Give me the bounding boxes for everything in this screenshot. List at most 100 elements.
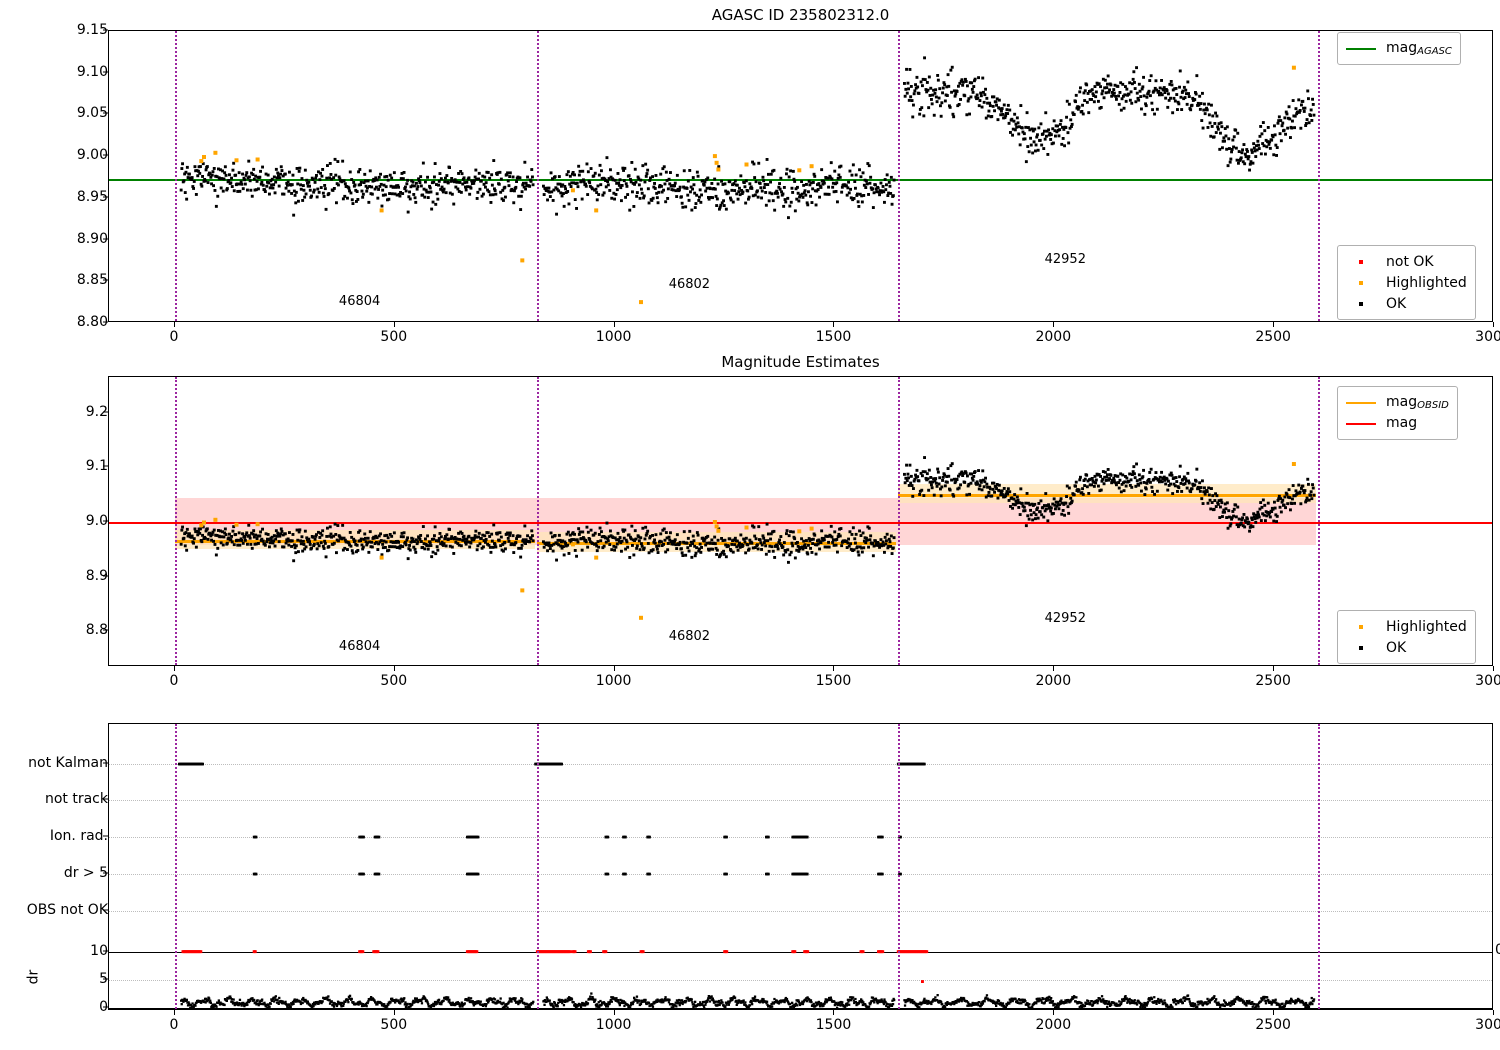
panel2-xtick-label: 0 [169,673,179,689]
mag-agasc-panel: 46804 46802 42952 [108,30,1493,322]
panel2-ytick-mark [103,575,108,577]
panel1-ytick-mark [103,238,108,240]
panel1-xtick-label: 500 [380,329,408,345]
panel1-ytick-label: 8.85 [76,272,108,289]
panel1-xtick-mark [613,322,615,327]
panel1-xtick-mark [1493,322,1494,327]
obsid-divider-line [174,724,177,1009]
panel3-dr-tick-mark [103,978,108,980]
legend-label: OK [1386,295,1407,312]
panel3-xtick-label: 2000 [1035,1017,1072,1033]
panel1-ytick-mark [103,321,108,323]
obsid-divider-line [537,377,540,665]
panel1-ytick-mark [103,71,108,73]
obsid-divider-line [898,31,901,321]
panel3-dr-tick-label: 5 [0,971,117,987]
panel1-ytick-mark [103,112,108,114]
panel2-ytick-label: 8.8 [85,622,108,639]
magnitude-estimates-panel: 46804 46802 42952 [108,376,1493,666]
legend-row: magAGASC [1346,38,1452,59]
dr-subaxis-bottom-border [109,1008,1492,1009]
panel1-ytick-label: 9.10 [76,63,108,80]
panel3-gridline [109,911,1492,912]
page-title: AGASC ID 235802312.0 [711,6,890,24]
legend-marker-status-panel2: Highlighted OK [1337,610,1476,664]
panel2-xtick-label: 1000 [595,673,632,689]
panel3-xtick-label: 3000 [1475,1017,1500,1033]
panel1-xtick-label: 1000 [595,329,632,345]
obsid-divider-line [1318,31,1321,321]
panel3-flag-tick-mark [103,909,108,911]
panel1-ytick-mark [103,29,108,31]
panel3-flag-tick-mark [103,835,108,837]
panel3-xtick-label: 0 [169,1017,179,1033]
flags-and-dr-panel [108,723,1493,1010]
legend-mag-lines: magOBSID mag [1337,386,1458,440]
legend-label-text: mag [1386,40,1418,56]
legend-dot-wrap [1346,624,1376,629]
legend-line-swatch [1346,47,1376,50]
obsid-divider-line [174,377,177,665]
panel1-xtick-mark [173,322,175,327]
obsid-divider-line [1318,377,1321,665]
legend-label: Highlighted [1386,274,1467,291]
obsid-label: 46804 [338,294,381,310]
panel2-ytick-mark [103,629,108,631]
panel2-xtick-mark [1273,666,1275,671]
legend-dot-swatch [1359,624,1363,629]
panel2-xtick-mark [613,666,615,671]
panel2-xtick-mark [1493,666,1494,671]
panel1-xtick-mark [1053,322,1055,327]
scatter-points [179,56,1316,305]
obsid-label: 42952 [1044,611,1086,627]
legend-mag-agasc: magAGASC [1337,32,1461,65]
panel1-xtick-mark [833,322,835,327]
legend-label: Highlighted [1386,618,1467,635]
dr-subaxis-top-border [109,951,1492,953]
legend-row: Highlighted [1346,616,1467,637]
panel3-flag-label: dr > 5 [63,865,108,881]
panel2-xtick-mark [393,666,395,671]
obsid-label: 46802 [668,277,711,293]
panel2-xtick-label: 1500 [815,673,852,689]
obsid-divider-line [1318,724,1321,1009]
mag-line [109,522,1492,524]
legend-line-swatch [1346,422,1376,425]
panel3-flag-label: OBS not OK [26,902,108,918]
legend-row: mag [1346,413,1449,434]
panel2-ytick-mark [103,411,108,413]
panel3-xtick-label: 1000 [595,1017,632,1033]
legend-row: Highlighted [1346,272,1467,293]
dr-axis-label: dr [25,969,42,985]
obsid-divider-line [537,31,540,321]
panel3-xtick-label: 500 [380,1017,408,1033]
panel2-xtick-mark [1053,666,1055,671]
panel2-xtick-mark [173,666,175,671]
panel3-flag-label: not Kalman [28,755,108,771]
panel3-gridline [109,764,1492,765]
panel2-xtick-label: 3000 [1475,673,1500,689]
panel1-xtick-label: 2000 [1035,329,1072,345]
panel2-ytick-mark [103,520,108,522]
panel3-xtick-label: 1500 [815,1017,852,1033]
legend-row: not OK [1346,251,1467,272]
panel3-xtick-label: 2500 [1255,1017,1291,1033]
panel1-ytick-label: 9.15 [76,22,108,38]
legend-label: magAGASC [1386,40,1452,57]
legend-dot-wrap [1346,259,1376,264]
panel1-xtick-label: 0 [169,329,179,345]
panel2-xtick-label: 2500 [1255,673,1291,689]
panel1-xtick-mark [1273,322,1275,327]
legend-line-swatch [1346,401,1376,404]
panel3-flag-tick-mark [103,798,108,800]
panel3-dr-gridline [109,979,1492,981]
subtitle-magnitude-estimates: Magnitude Estimates [721,353,880,371]
panel3-gridline [109,800,1492,801]
panel1-ytick-mark [103,279,108,281]
panel1-ytick-label: 8.95 [76,188,108,205]
legend-dot-wrap [1346,280,1376,285]
legend-label: mag [1386,415,1417,432]
legend-marker-status-panel1: not OK Highlighted OK [1337,245,1476,320]
panel3-flag-label: not track [44,791,108,807]
panel3-flag-label: Ion. rad. [49,828,108,844]
